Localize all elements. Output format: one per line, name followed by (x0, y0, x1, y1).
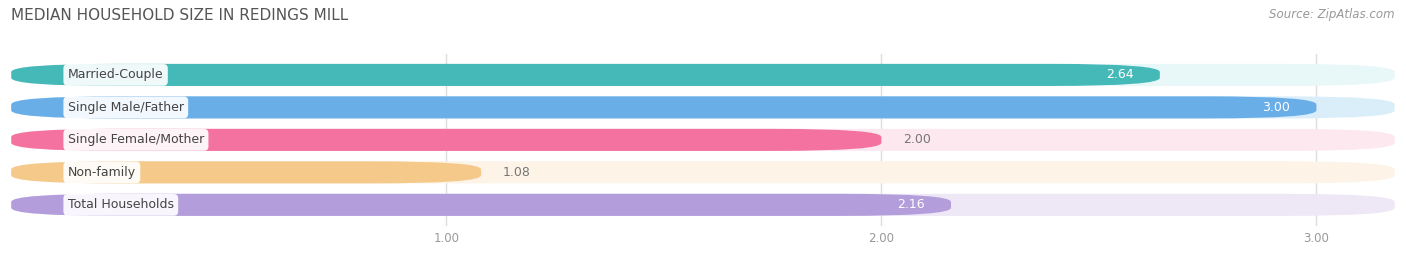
Text: Married-Couple: Married-Couple (67, 68, 163, 82)
Text: 2.16: 2.16 (897, 198, 925, 211)
Text: 2.64: 2.64 (1107, 68, 1133, 82)
Text: 2.00: 2.00 (903, 133, 931, 146)
Text: Non-family: Non-family (67, 166, 136, 179)
FancyBboxPatch shape (11, 96, 1316, 118)
FancyBboxPatch shape (11, 96, 1395, 118)
FancyBboxPatch shape (11, 194, 1395, 216)
Text: Source: ZipAtlas.com: Source: ZipAtlas.com (1270, 8, 1395, 21)
Text: Single Male/Father: Single Male/Father (67, 101, 184, 114)
FancyBboxPatch shape (11, 129, 1395, 151)
FancyBboxPatch shape (11, 64, 1160, 86)
Text: 3.00: 3.00 (1263, 101, 1291, 114)
FancyBboxPatch shape (11, 194, 950, 216)
Text: MEDIAN HOUSEHOLD SIZE IN REDINGS MILL: MEDIAN HOUSEHOLD SIZE IN REDINGS MILL (11, 8, 349, 23)
FancyBboxPatch shape (11, 161, 481, 183)
Text: Single Female/Mother: Single Female/Mother (67, 133, 204, 146)
FancyBboxPatch shape (11, 64, 1395, 86)
FancyBboxPatch shape (11, 161, 1395, 183)
Text: Total Households: Total Households (67, 198, 174, 211)
FancyBboxPatch shape (11, 129, 882, 151)
Text: 1.08: 1.08 (503, 166, 530, 179)
